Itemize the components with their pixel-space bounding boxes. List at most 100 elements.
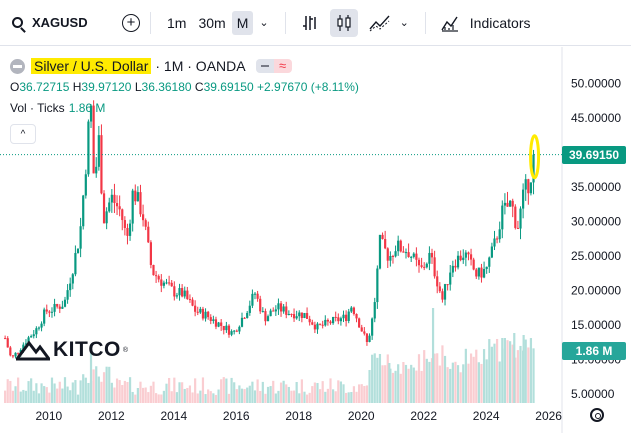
volume-bar [209, 391, 212, 403]
candle-body [345, 314, 348, 321]
chevron-down-icon[interactable]: ⌄ [259, 17, 269, 29]
indicators-button[interactable]: Indicators [469, 14, 531, 31]
volume-bar [501, 338, 504, 403]
volume-bar [298, 393, 301, 403]
volume-bar [162, 390, 166, 403]
minus-icon[interactable] [255, 59, 274, 73]
candle-body [292, 314, 296, 319]
volume-bar [251, 381, 254, 403]
gear-icon[interactable] [590, 408, 604, 422]
candle-body [256, 293, 259, 299]
candles-icon[interactable] [329, 8, 358, 37]
timeframe-monthly[interactable]: M [231, 10, 254, 35]
volume-bar [227, 393, 231, 403]
volume-bar [443, 355, 447, 403]
volume-bar [207, 389, 210, 403]
bar-style-icon[interactable] [296, 9, 324, 37]
compare-icon[interactable] [366, 9, 394, 37]
volume-bar [337, 380, 340, 403]
volume-bar [371, 354, 374, 403]
kitco-registered-mark: ® [122, 346, 129, 354]
volume-bars [4, 308, 535, 403]
candle-body [529, 182, 533, 194]
volume-bar [71, 382, 74, 403]
volume-bar [196, 393, 199, 403]
candle-body [201, 308, 205, 319]
collapse-legend-button[interactable]: ^ [10, 124, 36, 144]
volume-bar [368, 370, 371, 403]
candle-body [24, 343, 28, 345]
candle-body [100, 135, 103, 194]
volume-bar [147, 392, 150, 403]
candle-body [102, 193, 106, 224]
volume-bar [194, 378, 197, 403]
volume-bar [386, 354, 389, 403]
high-label: H [72, 80, 82, 94]
candle-body [235, 330, 238, 332]
volume-bar [303, 391, 306, 403]
volume-bar [399, 373, 402, 403]
volume-bar [191, 392, 194, 403]
candle-body [11, 355, 15, 357]
volume-bar [524, 339, 527, 403]
timeframe-30m[interactable]: 30m [198, 14, 226, 31]
wave-icon[interactable]: ≈ [273, 59, 292, 73]
candle-body [514, 206, 517, 228]
volume-bar [462, 364, 465, 403]
candle-body [196, 311, 199, 313]
volume-bar [345, 392, 348, 403]
volume-bar [516, 350, 520, 403]
candle-body [108, 202, 111, 212]
candle-body [342, 314, 345, 319]
volume-bar [128, 377, 132, 403]
candle-body [183, 290, 186, 297]
time-tick-label: 2024 [473, 409, 500, 423]
toolbar-separator [150, 11, 151, 34]
candle-body [152, 264, 155, 276]
volume-bar [157, 394, 160, 403]
volume-bar [53, 383, 56, 403]
volume-bar [464, 348, 467, 403]
volume-bar [220, 379, 223, 403]
volume-bar [495, 338, 499, 403]
volume-bar [17, 377, 20, 403]
candle-body [503, 202, 506, 206]
candle-body [376, 268, 379, 303]
candle-body [305, 312, 309, 319]
volume-bar [529, 338, 533, 403]
volume-bar [214, 394, 218, 403]
candle-body [324, 319, 327, 326]
volume-bar [388, 363, 391, 403]
candle-body [522, 189, 525, 209]
candle-body [384, 239, 387, 249]
candle-body [295, 316, 298, 319]
timeframe-1m[interactable]: 1m [167, 14, 187, 31]
legend-title[interactable]: Silver / U.S. Dollar [31, 58, 152, 74]
candle-body [337, 317, 340, 322]
indicators-icon[interactable] [436, 9, 464, 37]
volume-bar [238, 385, 241, 403]
volume-bar [118, 380, 121, 403]
chevron-down-icon[interactable]: ⌄ [399, 17, 409, 29]
volume-bar [376, 357, 379, 403]
volume-bar [404, 364, 408, 403]
candle-body [95, 166, 98, 174]
candle-body [123, 220, 126, 228]
volume-label: Vol · Ticks [10, 101, 65, 115]
volume-bar [532, 348, 535, 403]
symbol-search[interactable]: XAGUSD [0, 15, 110, 30]
add-symbol-icon[interactable]: + [122, 13, 140, 32]
price-tick-label: 30.00000 [571, 215, 621, 229]
candle-body [92, 105, 95, 174]
volume-bar [282, 380, 285, 403]
volume-bar [438, 365, 441, 403]
candle-body [147, 226, 150, 243]
volume-bar [527, 347, 530, 403]
volume-bar [292, 390, 296, 403]
candle-body [121, 209, 124, 221]
candle-body [368, 335, 371, 342]
candle-body [165, 282, 168, 284]
volume-bar [123, 380, 126, 403]
volume-bar [100, 381, 103, 403]
volume-bar [355, 391, 358, 403]
